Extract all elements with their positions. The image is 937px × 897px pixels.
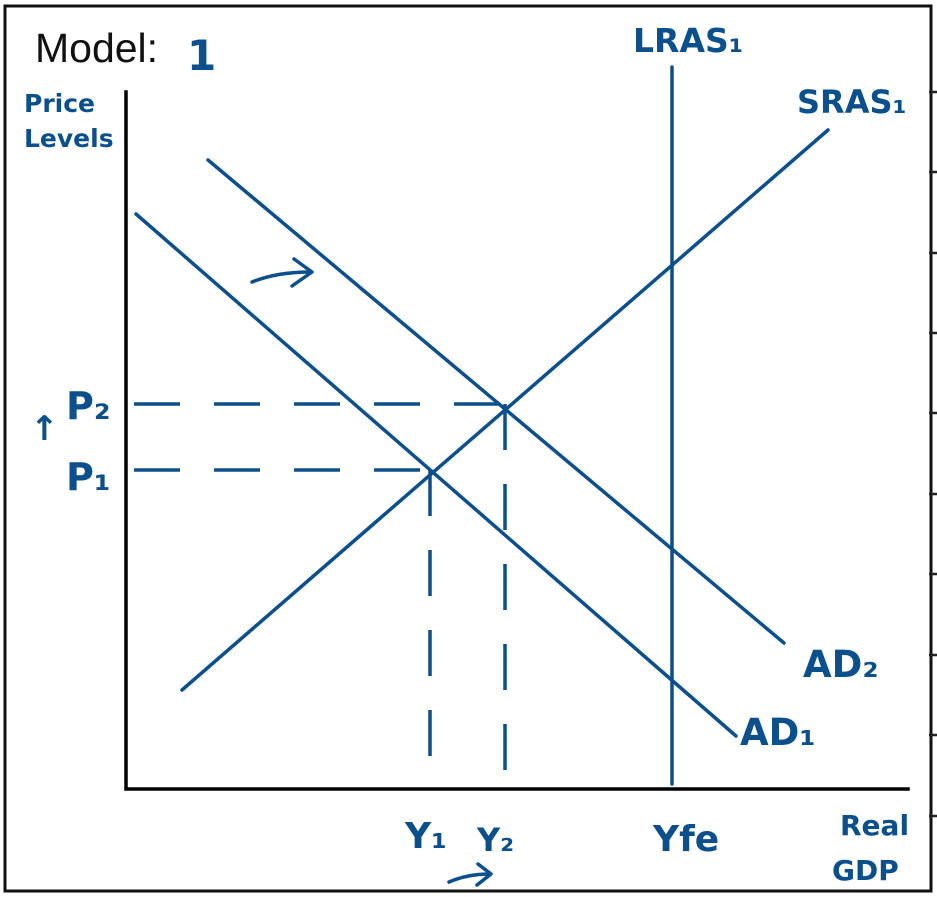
sras-label: SRAS₁	[797, 83, 907, 121]
ad2-label: AD₂	[803, 643, 879, 686]
lras-label: LRAS₁	[633, 21, 743, 60]
y-axis-label-line2: Levels	[24, 124, 114, 153]
y-axis-label-line1: Price	[24, 89, 95, 118]
ad2-line	[206, 158, 786, 645]
yfe-label: Yfe	[652, 819, 719, 860]
output-shift-arrow	[447, 862, 493, 887]
price-up-arrow: ↑	[30, 409, 59, 449]
x-axis-label-line2: GDP	[832, 854, 899, 887]
diagram-frame	[3, 4, 933, 893]
y1-label: Y₁	[404, 816, 447, 857]
right-margin-ticks	[929, 90, 937, 818]
ad-shift-arrow	[250, 257, 314, 288]
ad1-label: AD₁	[740, 711, 816, 754]
p2-label: P₂	[66, 384, 111, 428]
model-title: Model:	[35, 25, 158, 71]
p1-label: P₁	[66, 455, 111, 499]
y2-label: Y₂	[476, 821, 514, 859]
model-number: 1	[187, 31, 216, 80]
ad1-line	[134, 212, 738, 738]
axes	[124, 90, 910, 791]
x-axis-label-line1: Real	[840, 809, 909, 842]
